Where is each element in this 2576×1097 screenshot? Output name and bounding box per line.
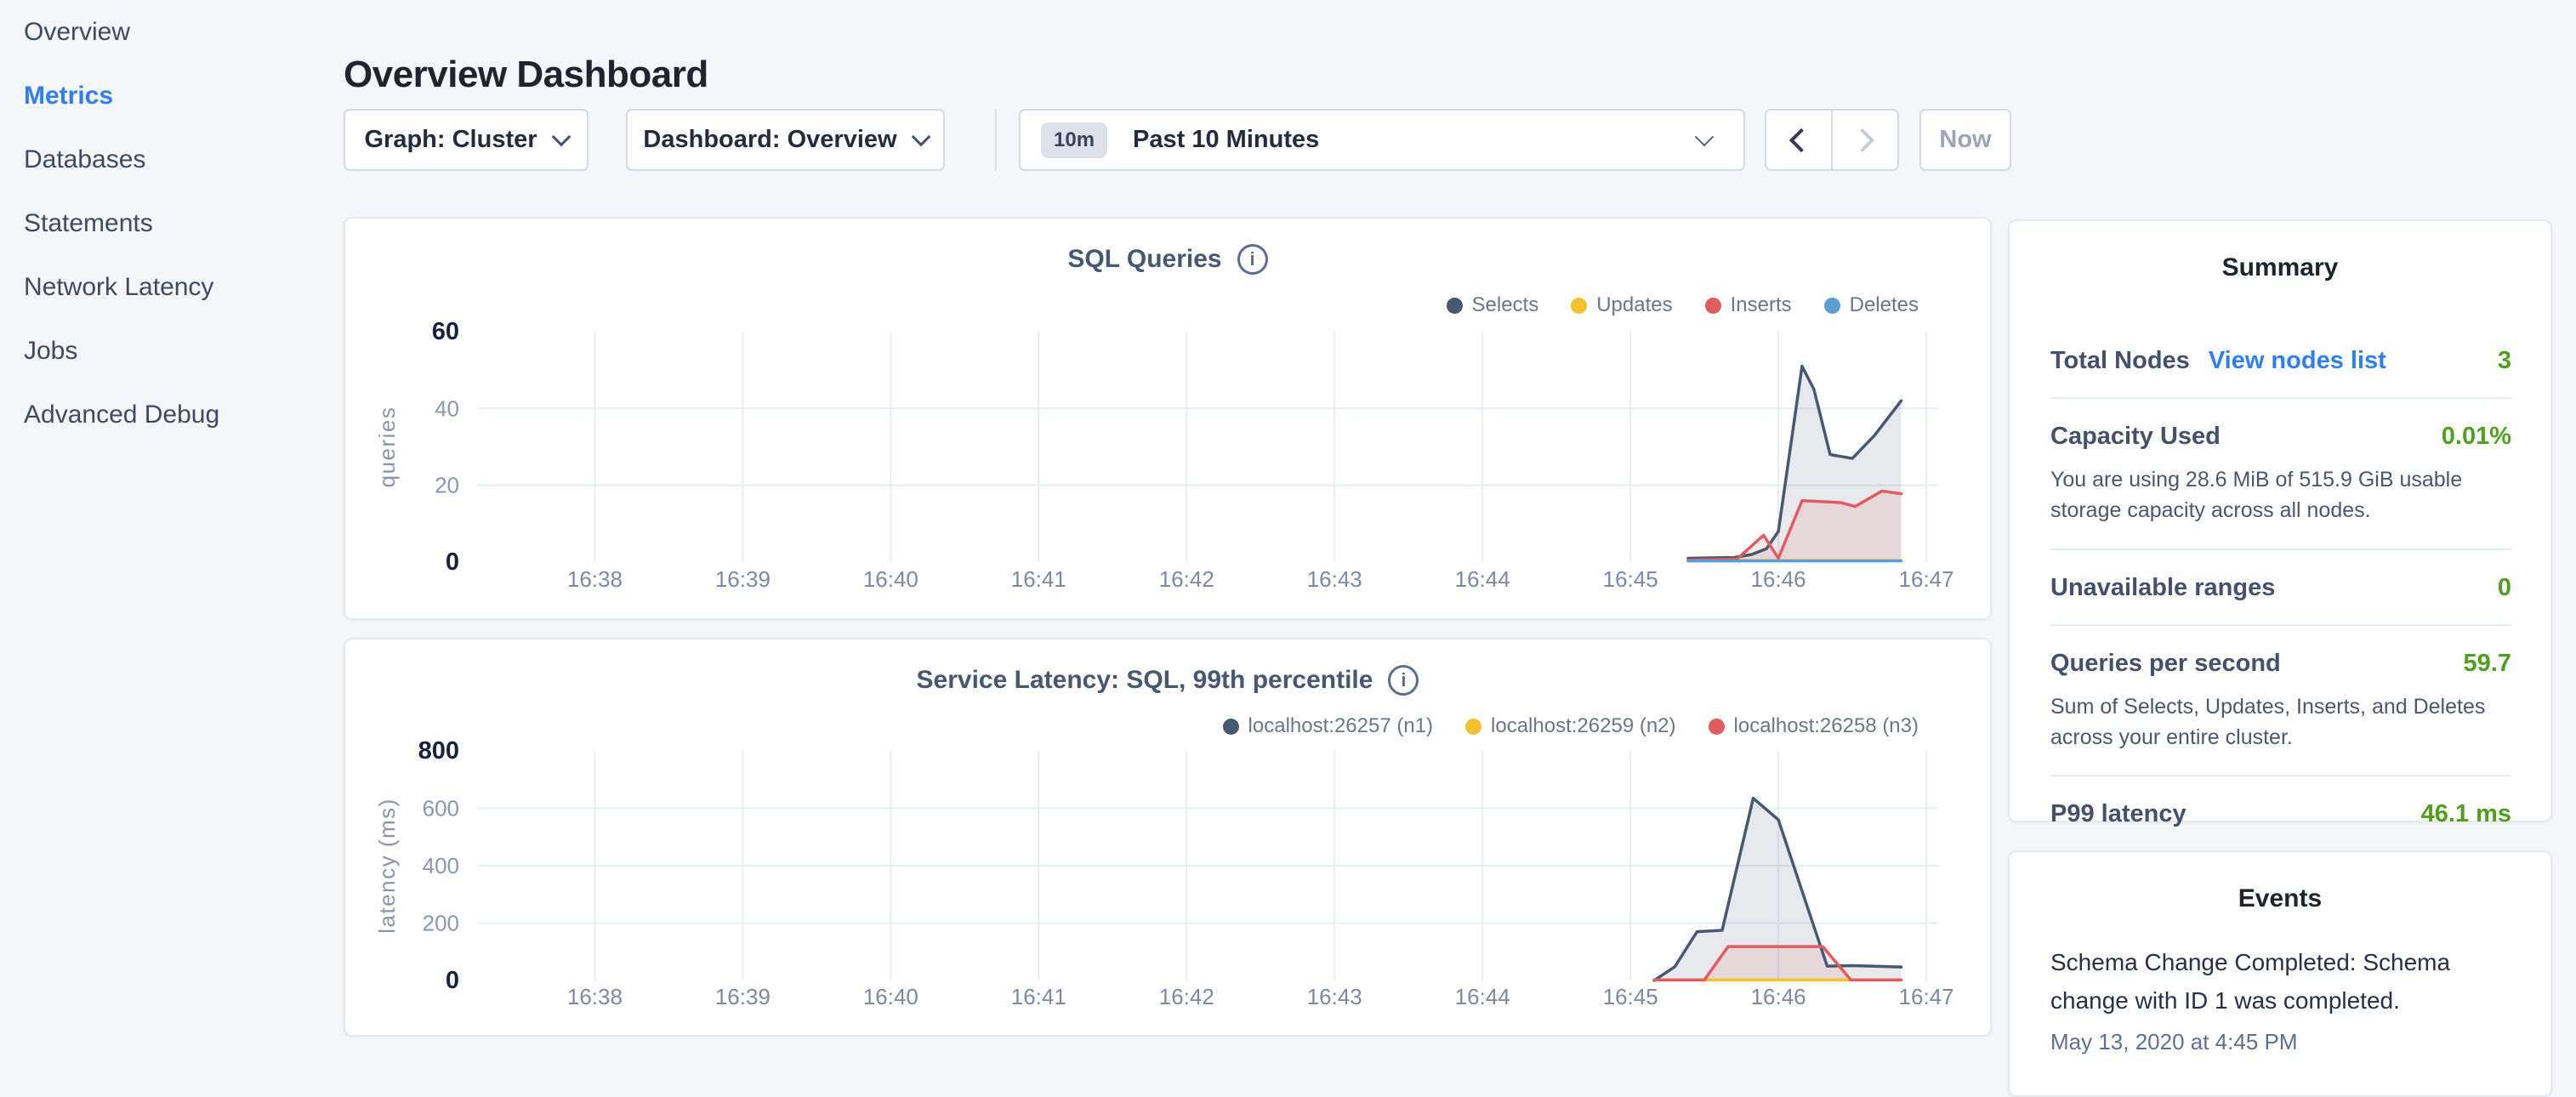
svg-text:16:43: 16:43 [1307,566,1362,592]
chevron-right-icon [1851,128,1874,151]
dashboard-dropdown[interactable]: Dashboard: Overview [626,109,945,171]
svg-text:16:38: 16:38 [567,566,623,592]
svg-text:16:45: 16:45 [1603,984,1658,1009]
sidebar: Overview Metrics Databases Statements Ne… [0,0,344,446]
sql-queries-plot[interactable]: 16:38 16:39 16:40 16:41 16:42 16:43 16:44 16:45… [345,219,1993,622]
svg-text:16:47: 16:47 [1899,984,1954,1009]
page-title: Overview Dashboard [344,42,708,107]
svg-text:16:42: 16:42 [1159,984,1214,1009]
svg-text:16:47: 16:47 [1899,566,1954,592]
events-panel: Events Schema Change Completed: Schema c… [2008,850,2552,1097]
time-prev-button[interactable] [1766,111,1831,169]
summary-label: Unavailable ranges [2050,574,2275,602]
chevron-down-icon [1695,127,1714,146]
svg-text:16:44: 16:44 [1455,566,1510,592]
svg-text:0: 0 [446,548,459,576]
time-range-label: Past 10 Minutes [1133,126,1319,154]
svg-text:16:42: 16:42 [1159,566,1214,592]
service-latency-chart-card: Service Latency: SQL, 99th percentile i … [344,638,1992,1037]
svg-text:40: 40 [435,395,459,421]
svg-text:16:41: 16:41 [1011,566,1066,592]
sidebar-item-advanced-debug[interactable]: Advanced Debug [0,383,344,446]
svg-text:16:46: 16:46 [1751,566,1806,592]
summary-value: 46.1 ms [2421,800,2511,828]
sidebar-item-jobs[interactable]: Jobs [0,319,344,383]
svg-text:16:38: 16:38 [567,984,623,1009]
svg-text:16:46: 16:46 [1751,984,1806,1009]
chevron-left-icon [1789,128,1813,151]
summary-label: Queries per second [2050,650,2281,678]
svg-text:400: 400 [423,853,459,878]
graph-dropdown-label: Graph: Cluster [364,126,537,154]
svg-text:800: 800 [418,737,459,764]
svg-text:16:44: 16:44 [1455,984,1510,1009]
chevron-down-icon [911,127,930,146]
svg-text:16:39: 16:39 [715,984,771,1009]
view-nodes-list-link[interactable]: View nodes list [2209,347,2386,375]
summary-value: 59.7 [2464,650,2511,678]
summary-value: 0.01% [2442,423,2511,451]
summary-row-p99-latency: P99 latency 46.1 ms [2050,776,2511,850]
svg-text:60: 60 [432,318,459,345]
svg-text:16:39: 16:39 [715,566,771,592]
time-window-nav [1765,109,1899,171]
summary-row-unavailable-ranges: Unavailable ranges 0 [2050,550,2511,626]
sql-queries-chart-card: SQL Queries i SelectsUpdatesInsertsDelet… [344,217,1992,620]
summary-row-capacity-used: Capacity Used 0.01% You are using 28.6 M… [2050,399,2511,550]
service-latency-plot[interactable]: 16:38 16:39 16:40 16:41 16:42 16:43 16:44 16:45… [345,639,1993,1038]
sidebar-item-metrics[interactable]: Metrics [0,64,344,128]
summary-label: Total Nodes [2050,347,2190,375]
event-item[interactable]: Schema Change Completed: Schema change w… [2010,944,2550,1020]
summary-value: 3 [2498,347,2511,375]
time-range-dropdown[interactable]: 10m Past 10 Minutes [1019,109,1745,171]
svg-text:16:43: 16:43 [1307,984,1362,1009]
summary-panel: Summary Total Nodes View nodes list 3 Ca… [2008,219,2552,822]
svg-text:600: 600 [423,796,459,821]
summary-description: You are using 28.6 MiB of 515.9 GiB usab… [2050,464,2511,526]
summary-value: 0 [2498,574,2511,602]
chevron-down-icon [551,127,571,146]
dashboard-dropdown-label: Dashboard: Overview [643,126,896,154]
summary-row-total-nodes: Total Nodes View nodes list 3 [2050,323,2511,399]
svg-text:16:40: 16:40 [863,984,918,1009]
sidebar-item-network-latency[interactable]: Network Latency [0,255,344,319]
svg-text:16:40: 16:40 [863,566,918,592]
sidebar-item-statements[interactable]: Statements [0,191,344,255]
summary-label: Capacity Used [2050,423,2221,451]
time-range-badge: 10m [1041,122,1107,158]
graph-dropdown[interactable]: Graph: Cluster [344,109,589,171]
svg-text:0: 0 [446,967,459,994]
svg-text:16:41: 16:41 [1011,984,1066,1009]
svg-text:200: 200 [423,911,459,936]
summary-description: Sum of Selects, Updates, Inserts, and De… [2050,691,2511,753]
toolbar-divider [995,109,997,171]
summary-label: P99 latency [2050,800,2186,828]
now-button[interactable]: Now [1919,109,2011,171]
time-next-button[interactable] [1831,111,1897,169]
summary-title: Summary [2010,221,2550,282]
svg-text:16:45: 16:45 [1603,566,1658,592]
sidebar-item-databases[interactable]: Databases [0,128,344,191]
summary-row-queries-per-second: Queries per second 59.7 Sum of Selects, … [2050,626,2511,777]
svg-text:20: 20 [435,473,459,498]
events-title: Events [2010,852,2550,913]
sidebar-item-overview[interactable]: Overview [0,0,344,64]
svg-text:queries: queries [374,406,400,488]
svg-text:latency (ms): latency (ms) [374,798,400,934]
